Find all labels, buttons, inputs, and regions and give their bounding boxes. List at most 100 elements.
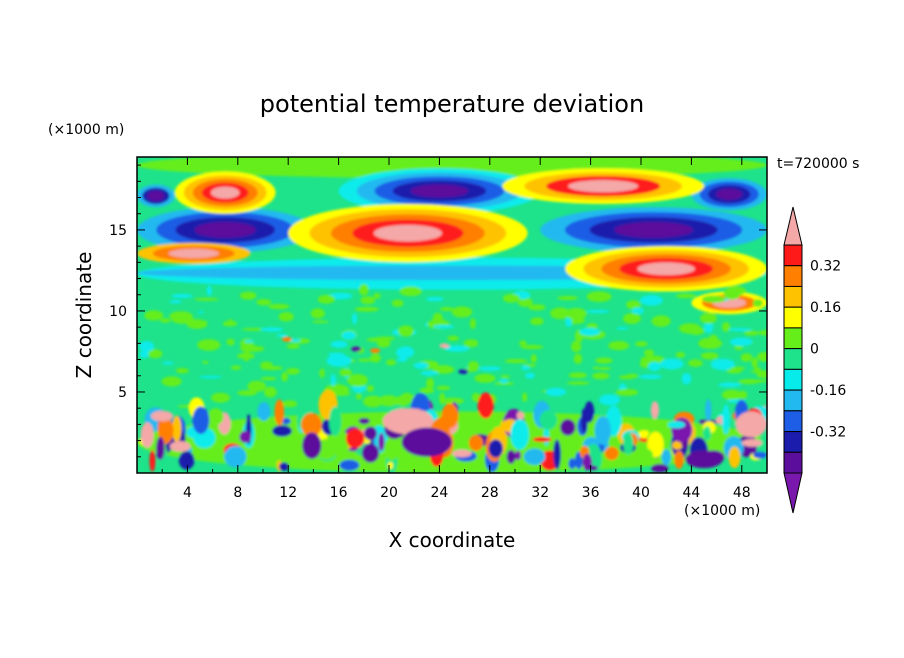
field-contour xyxy=(425,296,444,302)
x-tick-label: 8 xyxy=(233,485,242,501)
plot-frame xyxy=(136,156,768,474)
field-contour xyxy=(360,296,376,305)
field-contour xyxy=(345,428,365,449)
field-contour xyxy=(373,293,381,299)
colorbar-label: 0.32 xyxy=(810,259,841,275)
field-contour xyxy=(557,295,579,301)
field-contour xyxy=(722,321,731,332)
field-contour xyxy=(207,408,224,426)
field-contour xyxy=(674,450,684,469)
field-contour xyxy=(730,366,746,371)
field-contour xyxy=(553,439,561,470)
field-contour xyxy=(272,425,292,437)
field-contour xyxy=(504,358,528,364)
field-contour xyxy=(579,327,601,336)
field-contour xyxy=(477,392,494,419)
field-contour xyxy=(722,404,730,435)
field-contour xyxy=(260,365,283,371)
field-contour xyxy=(702,426,712,441)
field-contour xyxy=(192,406,210,435)
field-contour xyxy=(370,348,381,354)
field-contour xyxy=(471,392,481,402)
field-contour xyxy=(474,373,496,383)
field-contour xyxy=(401,427,452,457)
field-contour xyxy=(274,399,285,426)
colorbar-box xyxy=(783,451,803,474)
field-contour xyxy=(286,344,300,349)
field-contour xyxy=(530,317,544,326)
field-contour xyxy=(301,412,322,437)
field-contour xyxy=(268,303,290,310)
field-contour xyxy=(523,448,546,465)
field-contour xyxy=(574,451,583,470)
field-contour xyxy=(413,362,429,370)
field-contour xyxy=(550,307,570,320)
y-tick-label: 10 xyxy=(109,304,127,320)
field-contour xyxy=(161,361,175,365)
field-contour xyxy=(560,419,576,436)
field-contour xyxy=(410,184,469,198)
field-contour xyxy=(478,366,502,371)
field-contour xyxy=(597,366,612,371)
field-contour xyxy=(451,306,473,318)
x-tick-label: 32 xyxy=(531,485,549,501)
field-contour xyxy=(599,394,621,406)
field-contour xyxy=(194,298,219,301)
x-tick-label: 28 xyxy=(481,485,499,501)
field-contour xyxy=(516,411,525,421)
field-contour xyxy=(463,339,479,348)
field-contour xyxy=(728,327,752,332)
field-contour xyxy=(565,316,572,328)
field-contour xyxy=(361,443,380,463)
field-contour xyxy=(740,353,753,362)
field-contour xyxy=(651,463,669,473)
field-contour xyxy=(382,408,434,435)
field-contour xyxy=(384,437,399,461)
field-contour xyxy=(703,321,714,333)
field-contour xyxy=(500,375,511,379)
field-contour xyxy=(708,334,719,347)
field-contour xyxy=(354,306,380,312)
field-contour xyxy=(278,312,294,322)
field-contour xyxy=(639,295,663,306)
field-contour xyxy=(591,372,610,380)
field-contour xyxy=(206,285,213,296)
field-contour xyxy=(420,370,439,376)
field-contour xyxy=(224,445,247,468)
field-contour xyxy=(700,352,719,360)
field-contour xyxy=(172,415,182,443)
field-contour xyxy=(194,222,256,238)
field-contour xyxy=(631,307,644,315)
field-contour xyxy=(586,291,612,302)
field-contour xyxy=(748,379,767,383)
field-contour xyxy=(532,436,552,442)
field-contour xyxy=(661,449,671,466)
field-contour xyxy=(168,248,219,259)
field-contour xyxy=(710,358,735,371)
field-contour xyxy=(488,439,503,458)
field-contour xyxy=(439,343,450,349)
field-contour xyxy=(311,320,329,324)
field-contour xyxy=(568,372,587,379)
field-contour xyxy=(330,340,348,348)
field-contour xyxy=(494,382,515,386)
field-contour xyxy=(169,441,191,452)
field-contour xyxy=(373,224,443,242)
field-contour xyxy=(385,359,396,366)
field-contour xyxy=(370,353,381,363)
field-contour xyxy=(351,313,358,325)
field-contour xyxy=(226,338,235,346)
field-contour xyxy=(281,371,288,382)
field-contour xyxy=(539,410,558,430)
field-contour xyxy=(239,291,257,300)
field-contour xyxy=(614,222,694,238)
field-contour xyxy=(397,325,414,337)
field-contour xyxy=(175,368,189,374)
field-contour xyxy=(139,341,155,352)
field-contour xyxy=(441,397,464,405)
field-contour xyxy=(242,327,266,331)
colorbar-box xyxy=(783,265,803,287)
x-tick-label: 44 xyxy=(682,485,700,501)
x-axis-ticks: 4 8 12 16 20 24 28 32 36 40 44 48 xyxy=(161,157,751,501)
